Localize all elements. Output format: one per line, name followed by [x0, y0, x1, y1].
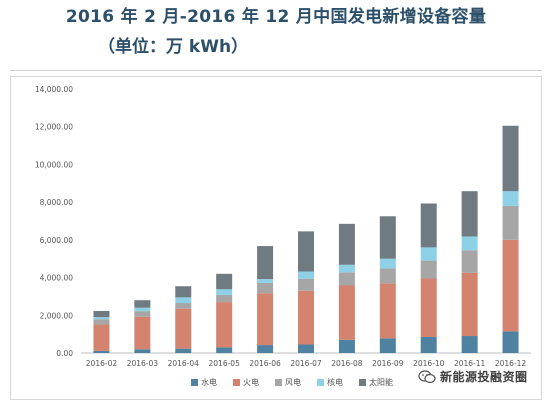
bar-segment: [379, 283, 396, 339]
x-tick-label: 2016-06: [249, 359, 281, 368]
y-tick-label: 6,000.00: [40, 236, 74, 245]
legend-swatch: [275, 379, 282, 386]
x-tick-label: 2016-12: [495, 359, 527, 368]
bar-segment: [257, 246, 274, 280]
x-tick-label: 2016-05: [209, 359, 241, 368]
bar-segment: [93, 310, 110, 318]
bar-segment: [461, 191, 478, 237]
bar-segment: [216, 347, 233, 353]
bar-segment: [338, 223, 355, 265]
x-tick-label: 2016-07: [290, 359, 322, 368]
bar-segment: [420, 336, 437, 353]
x-tick-label: 2016-11: [454, 359, 486, 368]
legend-swatch: [359, 379, 366, 386]
wechat-icon: [418, 369, 436, 384]
bar-segment: [338, 285, 355, 340]
x-tick-label: 2016-04: [168, 359, 200, 368]
bar-segment: [257, 282, 274, 294]
bar-segment: [175, 303, 192, 309]
bar-segment: [257, 345, 274, 353]
bar-segment: [93, 350, 110, 353]
bar-segment: [93, 324, 110, 351]
legend-swatch: [317, 379, 324, 386]
bar-segment: [338, 264, 355, 273]
bar-segment: [175, 286, 192, 298]
bar-segment: [461, 236, 478, 251]
x-tick-label: 2016-09: [372, 359, 404, 368]
bar-segment: [420, 278, 437, 337]
bar-segment: [134, 307, 151, 312]
title-divider: [10, 70, 542, 71]
bar-segment: [298, 231, 314, 272]
legend-entry: 核电: [327, 377, 343, 387]
bar-segment: [216, 273, 233, 290]
bar-segment: [502, 125, 519, 192]
watermark: 新能源投融资圈: [418, 368, 528, 385]
legend-swatch: [233, 379, 240, 386]
bar-segment: [461, 336, 478, 353]
bar-segment: [420, 247, 437, 261]
x-tick-label: 2016-08: [331, 359, 363, 368]
watermark-text: 新能源投融资圈: [440, 370, 528, 384]
y-tick-label: 8,000.00: [40, 198, 74, 207]
x-tick-label: 2016-03: [127, 359, 159, 368]
bar-segment: [298, 271, 314, 279]
legend-entry: 火电: [243, 377, 259, 387]
bar-segment: [461, 250, 478, 273]
bar-segment: [502, 205, 519, 240]
bar-segment: [93, 317, 110, 320]
bar-segment: [379, 216, 396, 259]
y-tick-label: 0.00: [56, 349, 73, 358]
bar-segment: [420, 260, 437, 279]
bar-segment: [338, 272, 355, 286]
bar-segment: [216, 289, 233, 295]
bar-segment: [502, 239, 519, 332]
bar-segment: [216, 294, 233, 303]
legend-entry: 太阳能: [369, 377, 393, 387]
bar-segment: [298, 278, 314, 291]
x-tick-label: 2016-02: [86, 359, 118, 368]
bar-segment: [175, 297, 192, 304]
bar-segment: [379, 268, 396, 284]
bar-segment: [257, 293, 274, 346]
y-tick-label: 12,000.00: [35, 123, 73, 132]
y-tick-label: 4,000.00: [40, 274, 74, 283]
chart-subtitle: （单位：万 kWh）: [98, 37, 249, 57]
bar-segment: [461, 272, 478, 337]
bar-segment: [134, 349, 151, 353]
chart-frame: 0.00 2,000.00 4,000.00 6,000.00 8,000.00 10,0…: [10, 76, 542, 400]
bar-segment: [298, 344, 314, 353]
bar-segment: [298, 290, 314, 345]
bar-segment: [420, 203, 437, 248]
bar-segment: [216, 302, 233, 348]
bar-segment: [175, 308, 192, 349]
chart-title: 2016 年 2 月-2016 年 12 月中国发电新增设备容量: [65, 7, 487, 27]
bar-segment: [134, 300, 151, 308]
bar-segment: [379, 338, 396, 353]
bar-segment: [175, 348, 192, 353]
bar-segment: [93, 319, 110, 325]
bar-segment: [502, 331, 519, 353]
bar-segment: [338, 339, 355, 353]
y-tick-label: 14,000.00: [35, 85, 73, 94]
bar-segment: [379, 258, 396, 269]
legend-entry: 水电: [201, 377, 217, 387]
bar-segment: [257, 279, 274, 283]
x-tick-label: 2016-10: [413, 359, 445, 368]
bar-segment: [134, 316, 151, 350]
y-tick-label: 10,000.00: [35, 160, 73, 169]
bar-segment: [502, 191, 519, 206]
bar-segment: [134, 311, 151, 317]
legend-swatch: [191, 379, 198, 386]
y-tick-label: 2,000.00: [40, 311, 74, 320]
legend-entry: 风电: [285, 377, 301, 387]
stacked-bar-chart: 0.00 2,000.00 4,000.00 6,000.00 8,000.00 10,0…: [35, 85, 531, 387]
